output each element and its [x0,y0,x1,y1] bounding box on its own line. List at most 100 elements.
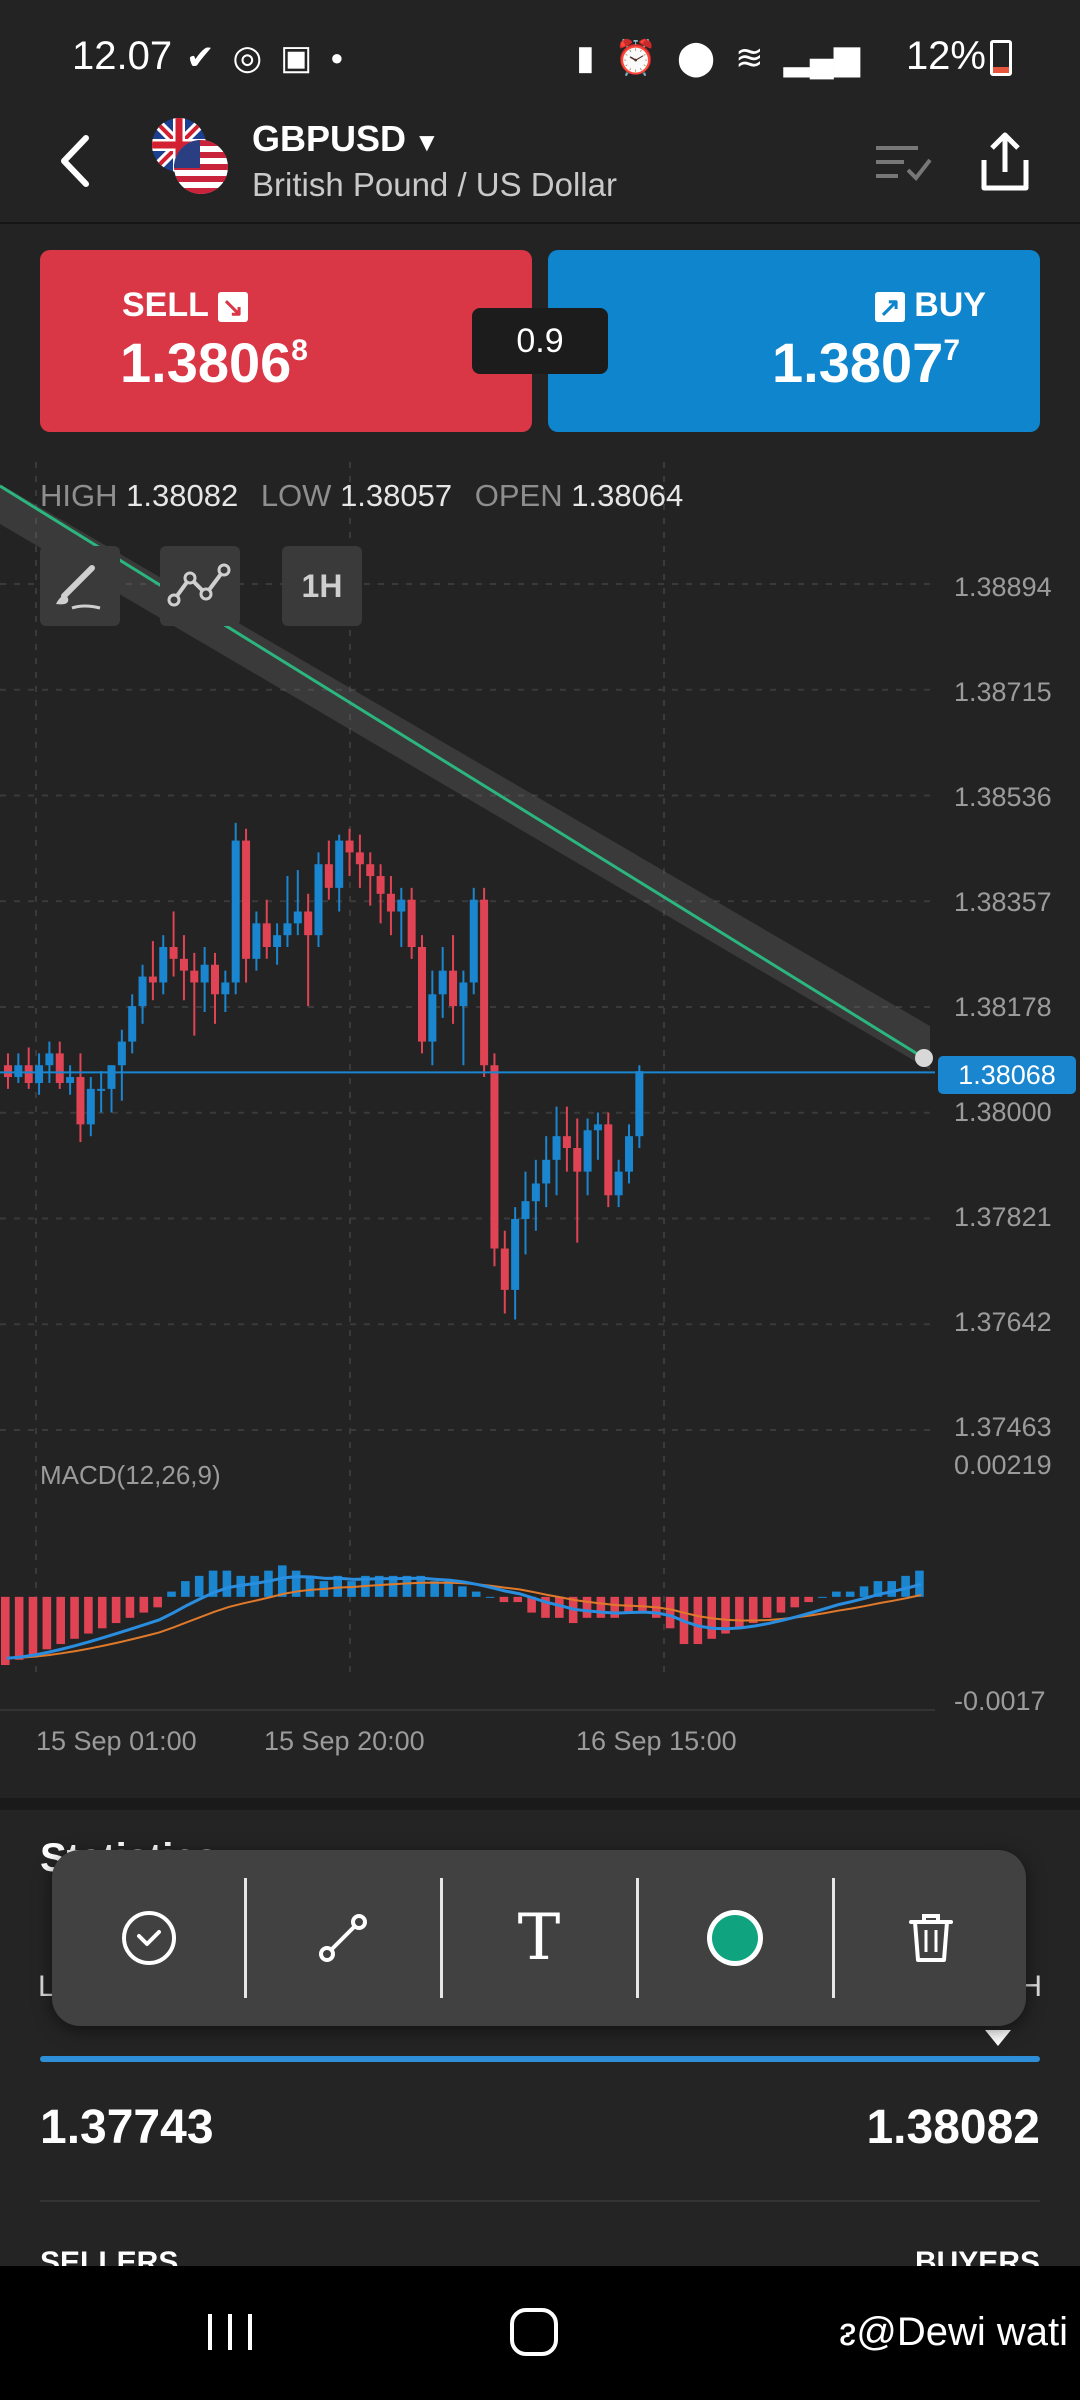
status-icons-right: ▮ ⏰ ⬤ ≋ ▂▄▆ [576,38,860,78]
macd-bar [305,1575,315,1597]
buy-price-pip: 7 [943,334,960,367]
ohlc-summary: HIGH 1.38082 LOW 1.38057 OPEN 1.38064 [40,478,697,514]
macd-bar [347,1581,356,1597]
macd-bar [97,1596,107,1629]
candle-body [138,976,147,1007]
macd-bar [499,1596,509,1603]
candle-body [314,864,323,936]
macd-bar [374,1575,384,1597]
price-axis-label: 1.38536 [954,782,1052,812]
macd-bar [610,1596,620,1618]
home-icon [510,2308,558,2356]
brush-icon [56,565,101,610]
high-label: HIGH [40,478,118,513]
timeframe-button[interactable]: 1H [282,546,362,626]
macd-bar [762,1596,772,1618]
candle-body [407,899,416,947]
share-button[interactable] [970,128,1040,198]
text-tool-icon: T [517,1901,561,1975]
macd-bar [596,1596,606,1618]
candle-body [231,840,240,983]
candle-body [552,1136,561,1160]
macd-bar [42,1596,52,1650]
system-navigation-bar: ᴤ@Dewi wati [0,2266,1080,2400]
candle-body [490,1065,499,1249]
candle-body [97,1088,106,1091]
draw-tool-button[interactable] [40,546,120,626]
macd-bar [638,1596,647,1613]
confirm-icon [122,1911,176,1965]
watermark-text: @Dewi wati [856,2310,1068,2354]
candle-body [117,1041,126,1066]
chart-canvas[interactable] [0,462,1080,1762]
macd-bar [28,1596,38,1655]
sell-label-text: SELL [122,286,209,324]
recent-apps-button[interactable] [180,2296,280,2366]
macd-bar [153,1596,162,1608]
macd-bar [402,1575,412,1597]
delete-button[interactable] [834,1850,1028,2026]
candle-body [86,1088,95,1125]
macd-bar [388,1575,398,1597]
open-value: 1.38064 [571,478,684,513]
candle-body [211,964,219,995]
candle-body [221,982,230,995]
candle-body [593,1124,602,1131]
candle-body [107,1065,116,1089]
macd-bar [485,1596,495,1598]
candle-body [273,935,282,947]
macd-bar [194,1575,204,1597]
confirm-button[interactable] [52,1850,246,2026]
battery-saver-icon: ▮ [575,39,595,77]
price-axis-label: 1.37463 [954,1412,1052,1442]
macd-bar [735,1596,744,1629]
candle-body [511,1218,520,1290]
macd-bar [444,1581,453,1597]
home-button[interactable] [484,2296,584,2366]
candle-body [76,1077,85,1125]
candle-body [159,946,168,983]
caret-down-icon: ▼ [414,127,440,157]
macd-bar [70,1596,79,1639]
price-axis-label: 1.38000 [954,1097,1052,1127]
macd-bar [901,1575,910,1597]
orders-button[interactable] [868,128,938,198]
toolbar-separator [244,1878,247,1998]
line-tool-button[interactable] [246,1850,440,2026]
candle-body [190,970,199,983]
candle-body [252,923,261,959]
buy-button[interactable]: ↗ BUY 1.38077 [548,250,1040,432]
battery-icon [990,40,1012,77]
macd-bar [804,1596,813,1603]
candle-body [55,1053,64,1083]
trash-icon [909,1914,953,1962]
color-picker-button[interactable] [638,1850,832,2026]
list-check-icon [876,146,932,182]
drawing-toolbar: T [52,1850,1026,2026]
indicator-button[interactable] [160,546,240,626]
status-bar: 12.07 ✔ ◎ ▣ ● ▮ ⏰ ⬤ ≋ ▂▄▆ 12% [0,0,1080,110]
macd-bar [181,1581,190,1597]
macd-bar [513,1596,523,1603]
back-button[interactable] [52,126,102,196]
price-chart[interactable]: HIGH 1.38082 LOW 1.38057 OPEN 1.38064 1H… [0,462,1080,1762]
macd-bar [333,1575,343,1597]
candle-body [128,1006,137,1042]
sell-button[interactable]: SELL ↘ 1.38068 [40,250,532,432]
macd-bar [873,1581,883,1597]
gallery-icon: ▣ [280,39,313,77]
line-tool-icon [319,1914,367,1962]
macd-bar [527,1596,536,1613]
line-chart-icon [167,563,231,607]
symbol-selector[interactable]: GBPUSD ▼ [252,118,440,160]
candle-body [418,946,426,1042]
candle-body [4,1065,12,1078]
macd-bar [250,1575,259,1597]
macd-bar [582,1596,592,1618]
chevron-left-icon [61,135,89,187]
macd-bar [832,1591,841,1597]
macd-label: MACD(12,26,9) [40,1460,221,1490]
wifi-icon: ≋ [735,39,764,77]
macd-bar [748,1596,758,1624]
text-tool-button[interactable]: T [442,1850,636,2026]
